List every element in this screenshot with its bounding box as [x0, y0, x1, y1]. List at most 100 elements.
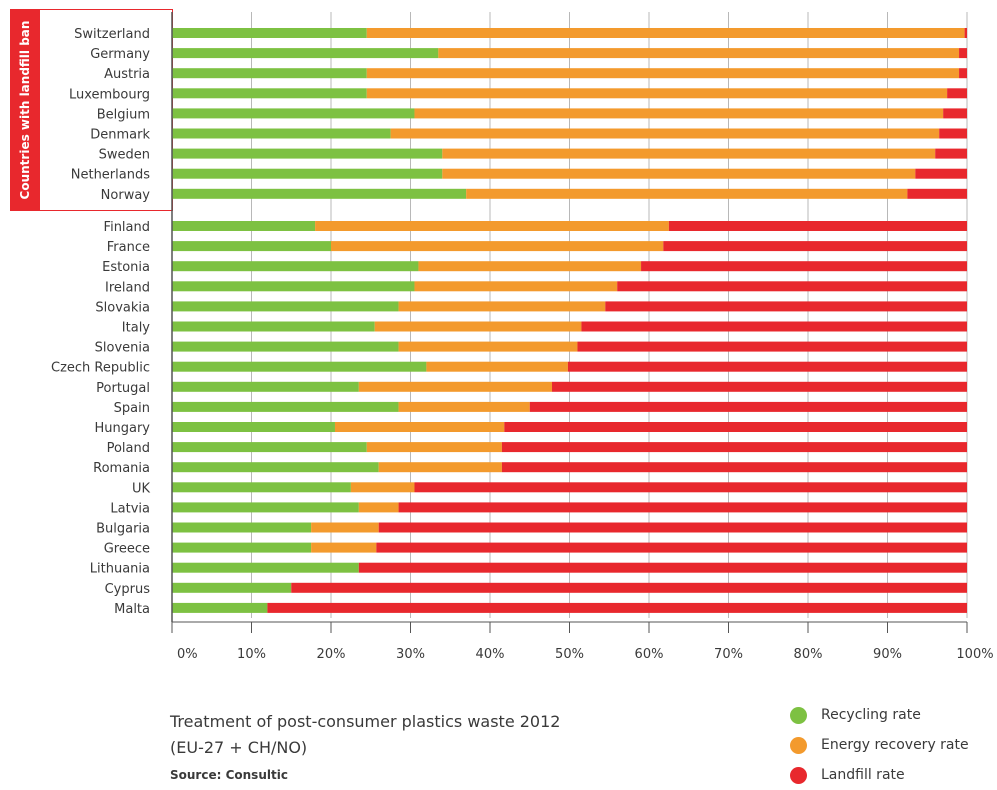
category-label: Hungary	[94, 421, 150, 436]
chart-source: Source: Consultic	[170, 768, 288, 782]
category-label: Germany	[90, 47, 150, 62]
bar-segment	[935, 148, 967, 159]
bar-segment	[172, 168, 443, 179]
category-label: Estonia	[102, 260, 150, 275]
bar-segment	[577, 341, 967, 352]
bar-segment	[172, 88, 367, 99]
bar-segment	[172, 602, 268, 613]
bar-segment	[374, 321, 582, 332]
legend-swatch-recycling	[790, 706, 807, 724]
bar-segment	[964, 28, 967, 38]
bar-segment	[172, 241, 331, 252]
bar-segment	[172, 148, 443, 159]
bar-segment	[172, 68, 367, 79]
category-label: Cyprus	[105, 582, 151, 597]
category-label: Czech Republic	[51, 361, 150, 376]
bar-segment	[466, 188, 908, 199]
bar-segment	[414, 108, 944, 119]
bar-segment	[581, 321, 967, 332]
bar-segment	[438, 48, 960, 59]
bar-segment	[172, 381, 359, 392]
bar-segment	[172, 422, 335, 432]
bar-segment	[641, 261, 967, 272]
category-label: Poland	[107, 441, 150, 456]
bar-segment	[398, 401, 530, 412]
category-label: Norway	[101, 188, 151, 203]
category-label: Italy	[122, 321, 151, 336]
category-label: UK	[132, 481, 151, 496]
bar-segment	[172, 442, 367, 453]
category-label: Switzerland	[74, 27, 150, 42]
bar-segment	[376, 542, 967, 553]
category-label: Romania	[93, 461, 150, 476]
legend-item-energy: Energy recovery rate	[790, 730, 969, 760]
bar-segment	[172, 361, 427, 372]
bar-segment	[529, 401, 967, 412]
bar-segment	[947, 88, 967, 99]
x-tick-label: 50%	[555, 647, 584, 662]
bar-segment	[398, 341, 578, 352]
bar-segment	[939, 128, 967, 139]
bar-segment	[291, 582, 967, 593]
legend-swatch-landfill	[790, 766, 807, 784]
bar-segment	[350, 482, 415, 493]
category-label: Denmark	[90, 128, 150, 143]
bar-segment	[378, 462, 502, 473]
bar-segment	[366, 28, 965, 38]
category-label: Greece	[104, 542, 150, 557]
category-label: Latvia	[110, 501, 150, 516]
bar-segment	[426, 361, 568, 372]
bar-segment	[172, 261, 419, 272]
bar-segment	[567, 361, 967, 372]
legend-item-landfill: Landfill rate	[790, 760, 969, 790]
category-label: France	[107, 240, 150, 255]
category-label: Slovakia	[95, 300, 150, 315]
bar-segment	[366, 442, 502, 453]
bar-segment	[334, 422, 505, 432]
bar-segment	[442, 148, 936, 159]
bar-segment	[172, 281, 415, 292]
bar-segment	[358, 562, 967, 573]
legend-item-recycling: Recycling rate	[790, 700, 969, 730]
bar-segment	[390, 128, 940, 139]
bar-segment	[605, 301, 967, 312]
bar-segment	[907, 188, 967, 199]
bar-segment	[398, 502, 967, 513]
bar-segment	[172, 341, 399, 352]
category-label: Spain	[114, 401, 150, 416]
bar-segment	[172, 321, 375, 332]
bar-segment	[331, 241, 664, 252]
bar-segment	[414, 281, 618, 292]
stacked-bar-chart: Switzerland Germany Austria Luxembourg Belgi…	[51, 12, 994, 662]
bar-segment	[617, 281, 967, 292]
legend-label-recycling: Recycling rate	[821, 707, 921, 723]
bar-segment	[398, 301, 606, 312]
category-label: Sweden	[99, 148, 150, 163]
bar-segment	[172, 562, 359, 573]
bar-segment	[668, 221, 967, 231]
legend-label-energy: Energy recovery rate	[821, 737, 969, 753]
bar-segment	[311, 542, 377, 553]
bar-segment	[959, 68, 967, 79]
bar-segment	[663, 241, 967, 252]
legend-swatch-energy	[790, 736, 807, 754]
legend-label-landfill: Landfill rate	[821, 767, 905, 783]
bar-segment	[358, 381, 553, 392]
bar-segment	[418, 261, 642, 272]
bar-segment	[442, 168, 916, 179]
category-label: Ireland	[105, 280, 150, 295]
category-label: Lithuania	[90, 562, 150, 577]
category-label: Portugal	[96, 381, 150, 396]
bar-segment	[552, 381, 967, 392]
category-label: Luxembourg	[69, 87, 150, 102]
bar-segment	[943, 108, 967, 119]
category-label: Slovenia	[95, 341, 150, 356]
chart-legend: Recycling rate Energy recovery rate Land…	[790, 700, 969, 790]
bar-segment	[172, 108, 415, 119]
bar-segment	[172, 221, 316, 231]
x-tick-label: 70%	[714, 647, 743, 662]
bar-segment	[915, 168, 967, 179]
bar-segment	[172, 301, 399, 312]
bar-segment	[172, 401, 399, 412]
chart-subtitle: (EU-27 + CH/NO)	[170, 738, 308, 757]
